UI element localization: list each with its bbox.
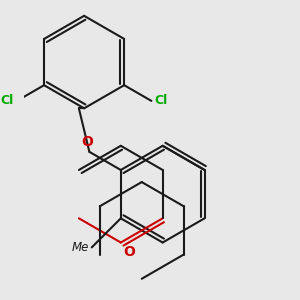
Text: O: O [81, 135, 93, 149]
Text: Me: Me [71, 241, 88, 254]
Text: O: O [123, 244, 135, 259]
Text: Cl: Cl [0, 94, 14, 107]
Text: Cl: Cl [154, 94, 168, 107]
